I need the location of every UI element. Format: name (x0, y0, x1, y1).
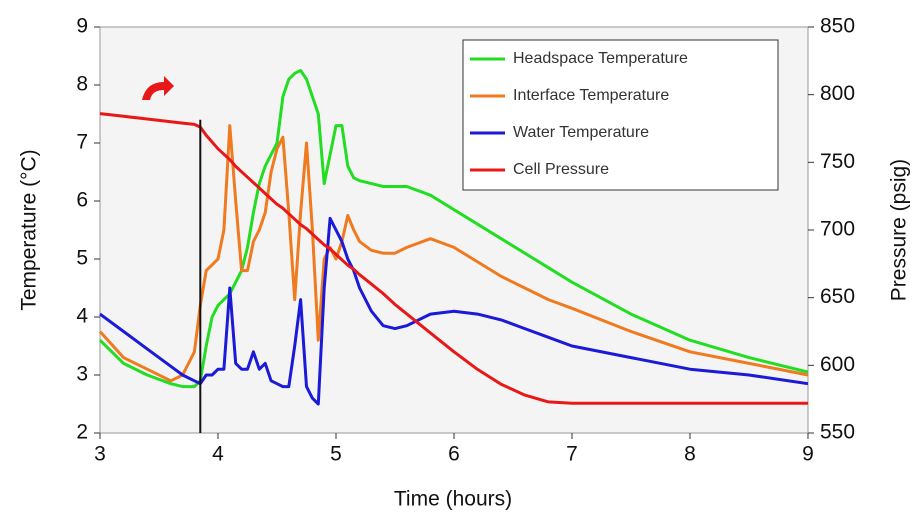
y-tick-label: 4 (76, 305, 88, 328)
y-tick-label: 3 (76, 363, 88, 386)
x-tick-label: 6 (448, 443, 460, 466)
y-tick-label: 9 (76, 15, 88, 38)
y2-tick-label: 650 (820, 285, 855, 308)
series-line (99, 112, 808, 405)
series-line (99, 216, 809, 406)
legend-label: Headspace Temperature (513, 50, 688, 67)
y-tick-label: 8 (76, 73, 88, 96)
y2-tick-label: 750 (820, 150, 855, 173)
y2-tick-label: 700 (820, 218, 855, 241)
arrow-icon (142, 76, 174, 100)
legend-label: Cell Pressure (513, 161, 609, 178)
y-tick-label: 6 (76, 189, 88, 212)
legend-label: Interface Temperature (513, 87, 669, 104)
legend-label: Water Temperature (513, 124, 649, 141)
y2-tick-label: 850 (820, 15, 855, 38)
y-tick-label: 5 (76, 247, 88, 270)
legend: Headspace Temperature Interface Temperatu… (462, 39, 779, 191)
y-tick-label: 2 (76, 421, 88, 444)
y-tick-label: 7 (76, 131, 88, 154)
x-tick-label: 8 (684, 443, 696, 466)
x-tick-label: 9 (802, 443, 814, 466)
series-line (98, 124, 809, 383)
series-line (98, 69, 809, 389)
x-tick-label: 3 (94, 443, 106, 466)
y-axis-title: Temperature (°C) (18, 149, 41, 310)
y2-tick-label: 800 (820, 82, 855, 105)
x-tick-label: 4 (212, 443, 224, 466)
legend-box (462, 39, 779, 191)
x-tick-label: 7 (566, 443, 578, 466)
y2-tick-label: 600 (820, 353, 855, 376)
y2-tick-label: 550 (820, 421, 855, 444)
x-axis-title: Time (hours) (394, 488, 512, 511)
y2-axis-title: Pressure (psig) (888, 159, 911, 301)
x-tick-label: 5 (330, 443, 342, 466)
